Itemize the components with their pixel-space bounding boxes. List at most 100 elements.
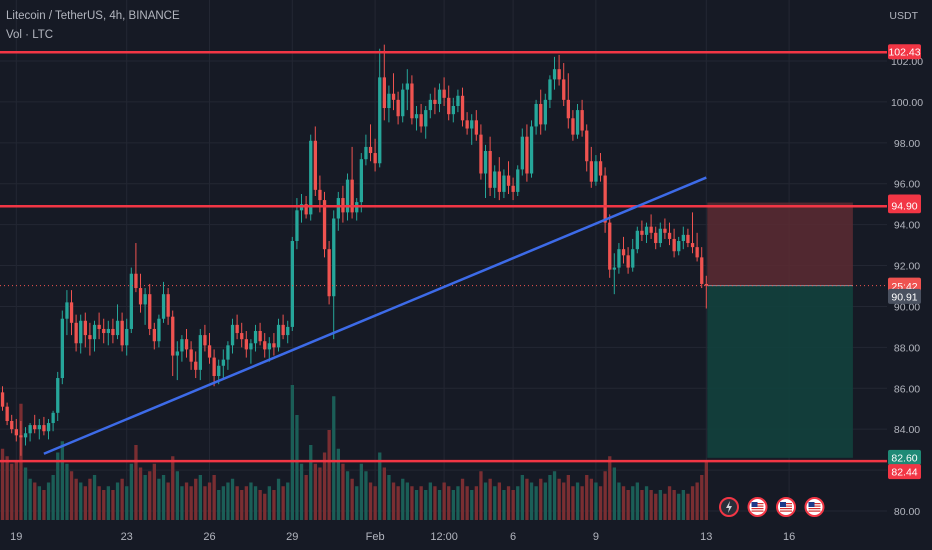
candle-body: [382, 77, 386, 109]
candle-body: [516, 169, 520, 192]
lightning-icon[interactable]: [719, 497, 739, 517]
us-flag-icon[interactable]: [804, 497, 825, 517]
volume-bar: [194, 478, 198, 520]
volume-bar: [157, 478, 161, 520]
trendline-group[interactable]: [43, 176, 707, 455]
us-flag-icon[interactable]: [747, 497, 768, 517]
candle-body: [111, 328, 115, 336]
volume-bar: [309, 445, 313, 520]
candle-body: [115, 320, 120, 336]
candle-body: [19, 435, 23, 438]
take-profit-zone[interactable]: [707, 285, 853, 458]
candle-body: [672, 238, 676, 252]
candle-body: [198, 335, 202, 370]
symbol-title: Litecoin / TetherUS, 4h, BINANCE: [6, 10, 180, 22]
volume-bar: [364, 471, 368, 520]
volume-bar: [497, 482, 501, 520]
volume-bar: [658, 490, 662, 520]
candle-body: [244, 339, 248, 350]
candle-body: [138, 288, 143, 305]
price-tag-label: 102.43: [888, 47, 920, 59]
candle-body: [451, 106, 455, 115]
volume-bar: [488, 478, 492, 520]
candle-body: [249, 343, 253, 350]
price-tick-label: 100.00: [891, 97, 923, 109]
candle-body: [28, 425, 32, 434]
candle-body: [258, 331, 262, 342]
volume-bar: [626, 490, 630, 520]
candle-body: [378, 77, 382, 164]
candle-body: [318, 189, 322, 201]
us-flag-icon[interactable]: [776, 497, 796, 517]
candle-body: [33, 425, 37, 430]
volume-bar: [221, 486, 225, 520]
candle-body: [161, 294, 166, 319]
volume-bar: [235, 486, 239, 520]
candle-body: [221, 359, 225, 366]
volume-bar: [382, 467, 386, 520]
time-tick-label: 16: [783, 531, 795, 543]
volume-bar: [313, 463, 317, 520]
volume-bar: [276, 478, 281, 520]
volume-bar: [557, 478, 561, 520]
volume-bar: [143, 475, 147, 520]
candle-body: [506, 175, 511, 186]
stop-loss-zone[interactable]: [707, 202, 853, 286]
candle-body: [621, 249, 626, 256]
volume-bar: [97, 486, 101, 520]
volume-bars: [0, 385, 708, 520]
candle-body: [184, 339, 189, 350]
volume-bar: [396, 486, 400, 520]
position-tool[interactable]: [707, 202, 853, 458]
candle-body: [92, 324, 97, 340]
candle-body: [359, 159, 363, 203]
time-tick-label: 29: [286, 531, 298, 543]
candle-body: [56, 378, 60, 413]
candle-body: [281, 324, 285, 336]
trendline[interactable]: [43, 176, 707, 455]
volume-bar: [0, 448, 5, 520]
volume-bar: [511, 490, 515, 520]
volume-bar: [460, 478, 465, 520]
volume-bar: [272, 490, 276, 520]
horizontal-levels[interactable]: [0, 50, 887, 463]
candle-body: [594, 161, 598, 182]
volume-bar: [608, 456, 612, 520]
volume-bar: [562, 482, 566, 520]
volume-bar: [295, 415, 299, 520]
volume-bar: [281, 486, 285, 520]
volume-bar: [695, 482, 699, 520]
volume-bar: [539, 478, 543, 520]
candle-body: [677, 241, 681, 252]
candle-body: [571, 118, 575, 135]
candle-body: [23, 433, 28, 438]
candle-body: [700, 257, 704, 284]
price-tag-level: 102.43: [888, 44, 921, 60]
candle-body: [74, 322, 78, 344]
volume-bar: [483, 482, 488, 520]
candle-body: [267, 343, 271, 350]
volume-bar: [212, 475, 216, 520]
candle-body: [649, 226, 653, 233]
volume-bar: [5, 456, 9, 520]
volume-bar: [654, 493, 658, 520]
volume-bar: [230, 478, 235, 520]
price-tag-bg: [888, 198, 921, 214]
candle-body: [46, 423, 51, 432]
candle-body: [695, 247, 699, 258]
candle-body: [217, 365, 221, 376]
price-tag-level: 82.44: [888, 464, 921, 480]
candle-body: [396, 99, 400, 117]
candle-body: [102, 328, 106, 334]
time-axis[interactable]: 19 23 26 29 Feb 12:00 6 9 13 16: [10, 531, 795, 543]
event-icons[interactable]: [719, 497, 825, 517]
candle-body: [437, 89, 442, 104]
volume-bar: [575, 482, 580, 520]
volume-bar: [681, 490, 685, 520]
candle-body: [520, 136, 524, 170]
candle-body: [598, 161, 603, 176]
candle-body: [235, 324, 239, 334]
volume-bar: [46, 482, 51, 520]
